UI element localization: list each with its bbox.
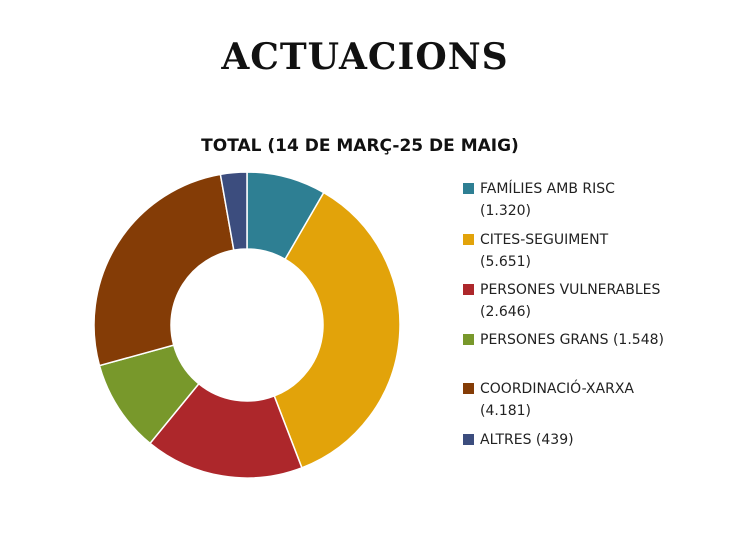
- legend-swatch: [463, 284, 474, 295]
- donut-slice-altres: [219, 171, 248, 252]
- legend-item-cites-seguiment: CITES-SEGUIMENT (5.651): [463, 229, 713, 273]
- legend-label: COORDINACIÓ-XARXA (4.181): [480, 381, 634, 419]
- legend-swatch: [463, 383, 474, 394]
- legend-swatch: [463, 434, 474, 445]
- donut-slice-cites-seguiment: [273, 191, 401, 469]
- legend-item-persones-vulnerables: PERSONES VULNERABLES (2.646): [463, 279, 713, 323]
- legend-label: PERSONES VULNERABLES (2.646): [480, 282, 661, 320]
- legend-label: PERSONES GRANS (1.548): [480, 332, 664, 348]
- legend-swatch: [463, 183, 474, 194]
- legend-label: ALTRES (439): [480, 432, 574, 448]
- legend-item-altres: ALTRES (439): [463, 429, 713, 451]
- legend-swatch: [463, 334, 474, 345]
- legend-swatch: [463, 234, 474, 245]
- donut-slice-coordinacio-xarxa: [93, 173, 235, 367]
- page-title: ACTUACIONS: [221, 36, 509, 78]
- legend-label: CITES-SEGUIMENT (5.651): [480, 232, 609, 270]
- legend-item-persones-grans: PERSONES GRANS (1.548): [463, 329, 713, 351]
- legend-item-coordinacio-xarxa: COORDINACIÓ-XARXA (4.181): [463, 378, 713, 422]
- legend-item-families-amb-risc: FAMÍLIES AMB RISC (1.320): [463, 178, 713, 222]
- chart-title: TOTAL (14 DE MARÇ-25 DE MAIG): [201, 136, 519, 156]
- legend-label: FAMÍLIES AMB RISC (1.320): [480, 181, 615, 219]
